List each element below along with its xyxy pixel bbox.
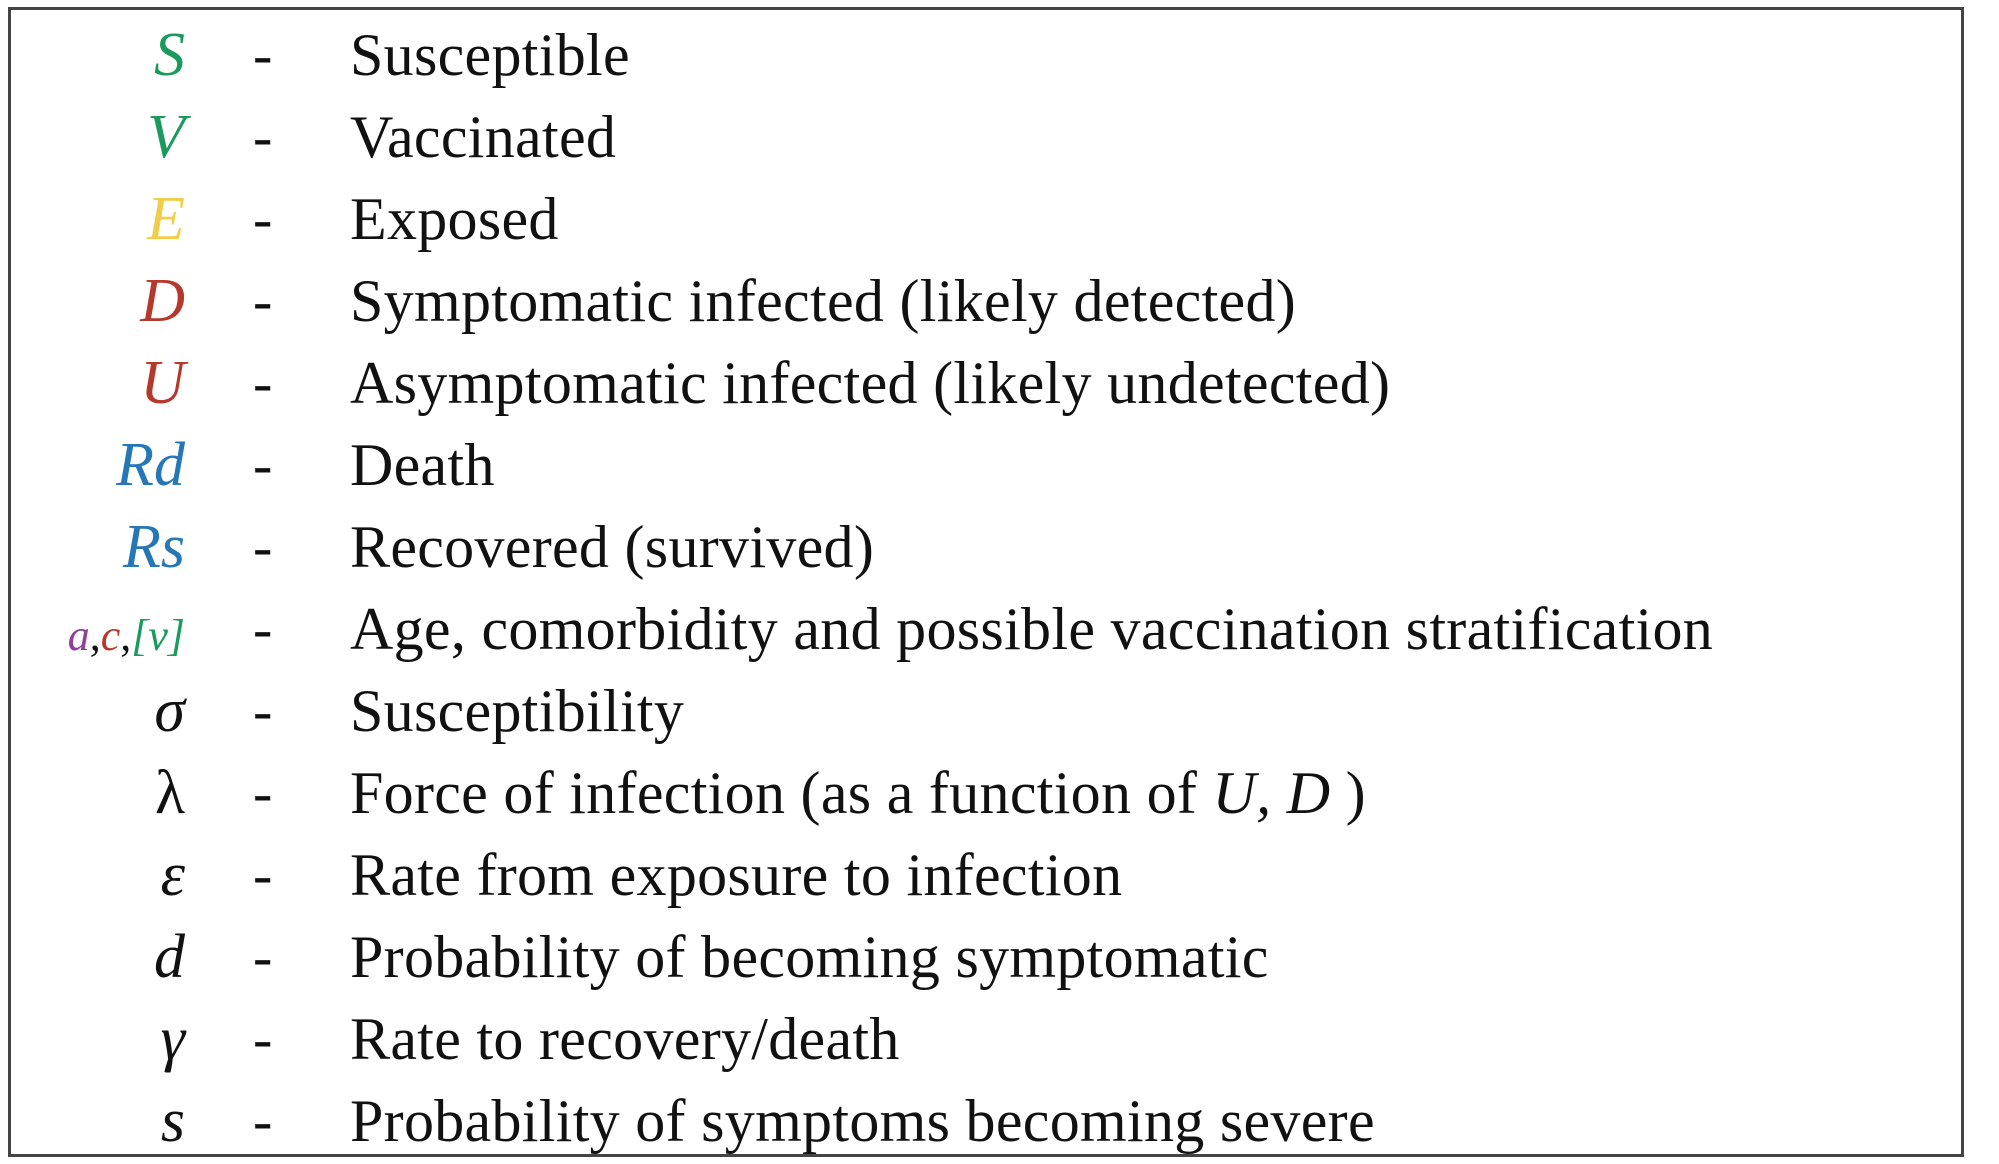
- legend-row-severity-probability: s - Probability of symptoms becoming sev…: [11, 1080, 1961, 1162]
- description-force-pre: Force of infection (as a function of: [350, 760, 1213, 826]
- symbol-c: c: [100, 611, 121, 660]
- symbol-d-lower: d: [154, 923, 185, 991]
- symbol-u: U: [140, 349, 185, 417]
- legend-row-exposed: E - Exposed: [11, 178, 1961, 260]
- legend-row-detected: D - Symptomatic infected (likely detecte…: [11, 260, 1961, 342]
- separator-dash: -: [253, 924, 273, 989]
- legend-row-death: Rd - Death: [11, 424, 1961, 506]
- legend-row-susceptibility: σ - Susceptibility: [11, 670, 1961, 752]
- symbol-v-bracket: [v]: [131, 611, 185, 660]
- separator-dash: -: [253, 350, 273, 415]
- description-exposure-rate: Rate from exposure to infection: [350, 842, 1123, 908]
- legend-row-force-of-infection: λ - Force of infection (as a function of…: [11, 752, 1961, 834]
- separator-dash: -: [253, 22, 273, 87]
- description-death: Death: [350, 432, 495, 498]
- legend-row-recovered: Rs - Recovered (survived): [11, 506, 1961, 588]
- description-recovery-rate: Rate to recovery/death: [350, 1006, 900, 1072]
- separator-dash: -: [253, 1006, 273, 1071]
- description-asymptomatic: Asymptomatic infected (likely undetected…: [350, 350, 1391, 416]
- symbol-comma: ,: [89, 611, 101, 660]
- symbol-a: a: [67, 611, 90, 660]
- description-susceptibility: Susceptibility: [350, 678, 685, 744]
- separator-dash: -: [253, 432, 273, 497]
- symbol-lambda: λ: [154, 759, 185, 827]
- symbol-gamma: γ: [160, 1005, 185, 1073]
- description-force-post: ): [1330, 760, 1366, 826]
- separator-dash: -: [253, 678, 273, 743]
- symbol-stratification: a,c,[v]: [68, 588, 185, 670]
- legend-row-symptomatic-probability: d - Probability of becoming symptomatic: [11, 916, 1961, 998]
- symbol-rd: Rd: [116, 431, 185, 499]
- separator-dash: -: [253, 842, 273, 907]
- legend-row-undetected: U - Asymptomatic infected (likely undete…: [11, 342, 1961, 424]
- description-exposed: Exposed: [350, 186, 559, 252]
- legend-row-stratification: a,c,[v] - Age, comorbidity and possible …: [11, 588, 1961, 670]
- description-severity-probability: Probability of symptoms becoming severe: [350, 1088, 1375, 1154]
- separator-dash: -: [253, 104, 273, 169]
- legend-table: S - Susceptible V - Vaccinated E - Expos…: [8, 7, 1964, 1157]
- description-force-vars: U, D: [1212, 760, 1331, 826]
- description-symptomatic: Symptomatic infected (likely detected): [350, 268, 1297, 334]
- symbol-comma: ,: [120, 611, 132, 660]
- separator-dash: -: [253, 596, 273, 661]
- symbol-v: V: [147, 103, 185, 171]
- description-recovered: Recovered (survived): [350, 514, 875, 580]
- separator-dash: -: [253, 268, 273, 333]
- symbol-rs: Rs: [123, 513, 185, 581]
- symbol-d: D: [140, 267, 185, 335]
- symbol-s: S: [154, 21, 185, 89]
- symbol-e: E: [147, 185, 185, 253]
- legend-row-recovery-rate: γ - Rate to recovery/death: [11, 998, 1961, 1080]
- description-vaccinated: Vaccinated: [350, 104, 617, 170]
- separator-dash: -: [253, 186, 273, 251]
- description-susceptible: Susceptible: [350, 22, 630, 88]
- symbol-sigma: σ: [154, 677, 185, 745]
- legend-row-vaccinated: V - Vaccinated: [11, 96, 1961, 178]
- legend-row-exposure-rate: ε - Rate from exposure to infection: [11, 834, 1961, 916]
- description-symptomatic-probability: Probability of becoming symptomatic: [350, 924, 1269, 990]
- description-stratification: Age, comorbidity and possible vaccinatio…: [350, 596, 1714, 662]
- separator-dash: -: [253, 760, 273, 825]
- symbol-s-lower: s: [160, 1087, 185, 1155]
- symbol-epsilon: ε: [160, 841, 185, 909]
- description-force-of-infection: Force of infection (as a function of U, …: [350, 752, 1366, 834]
- legend-row-susceptible: S - Susceptible: [11, 14, 1961, 96]
- separator-dash: -: [253, 514, 273, 579]
- separator-dash: -: [253, 1088, 273, 1153]
